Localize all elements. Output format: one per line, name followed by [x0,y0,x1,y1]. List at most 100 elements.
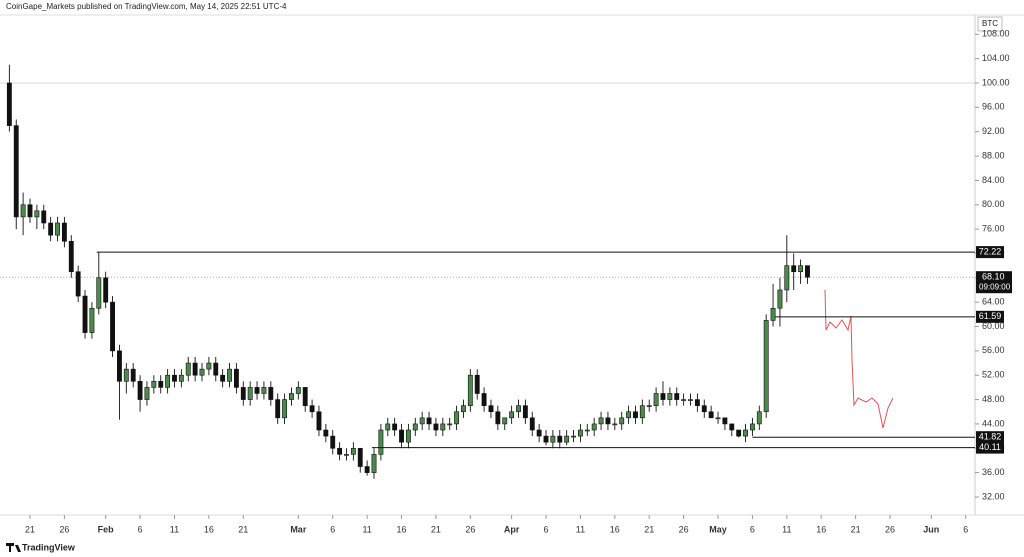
candle-body [364,466,370,473]
x-tick-label: 21 [644,524,654,534]
candle-body [275,399,281,419]
level-label-box [976,246,1004,259]
y-tick-label: 52.00 [982,370,1005,380]
y-tick-label: 100.00 [982,77,1010,87]
x-tick-label: 26 [59,524,69,534]
candle-body [557,435,563,443]
candle-body [461,405,466,413]
candle-body [412,423,418,431]
x-tick-label: 11 [576,524,585,534]
x-tick-label: 16 [610,524,620,534]
candle-body [770,307,776,321]
x-tick-label: Apr [504,524,520,534]
candle-body [502,417,508,425]
candle-body [653,393,659,406]
header: CoinGape_Markets published on TradingVie… [6,2,287,11]
x-tick-label: 6 [750,524,755,534]
candle-body [736,429,742,437]
candle-body [254,387,260,394]
level-label: 61.59 [979,311,1002,321]
candle-body [302,387,308,406]
y-tick-label: 80.00 [982,199,1005,209]
candle-body [151,381,157,388]
x-tick-label: 11 [782,524,791,534]
candle-body [667,393,673,400]
countdown: 09:09:00 [979,282,1011,291]
candle-body [144,387,150,400]
candle-body [591,423,597,431]
candle-body [213,362,219,376]
footer: TradingView [22,542,76,552]
candle-body [639,405,645,419]
candle-body [488,405,494,413]
y-tick-label: 32.00 [982,491,1005,501]
last-price-label: 68.10 [982,272,1005,282]
candle-body [674,393,680,400]
projection-drawing [824,289,894,429]
candle-body [330,435,336,449]
level-label: 40.11 [979,442,1001,452]
candle-body [454,411,460,425]
candle-body [405,429,411,443]
candle-body [350,447,356,455]
candle-body [743,429,748,437]
x-tick-label: 11 [362,524,371,534]
candle-body [426,417,432,425]
candle-body [481,393,487,406]
candle-body [749,423,755,431]
x-tick-label: Mar [290,524,307,534]
level-label-box [976,441,1004,454]
candle-body [509,411,515,419]
candle-body [247,387,253,400]
y-tick-label: 88.00 [982,150,1005,160]
candle-body [220,374,226,382]
candle-body [660,393,666,400]
candle-body [598,417,604,425]
candle-body [763,320,769,413]
candle-body [158,381,164,388]
candle-body [227,368,232,382]
candle-body [82,295,88,333]
candle-body [233,368,239,388]
x-tick-label: 11 [170,524,179,534]
candle-body [440,423,446,431]
candle-body [295,387,301,394]
x-tick-label: May [709,524,727,534]
candle-body [805,265,810,278]
candle-body [688,399,693,401]
y-tick-label: 108.00 [982,29,1010,39]
candle-body [178,374,184,382]
y-tick-label: 104.00 [982,53,1010,63]
candle-body [289,393,294,400]
candle-body [130,368,136,382]
symbol: BTC [982,19,998,28]
candle-body [185,362,191,376]
candle-body [784,265,790,291]
candle-body [612,423,618,426]
level-label-box [976,310,1004,323]
candle-body [392,423,398,431]
y-tick-label: 76.00 [982,223,1005,233]
candle-body [550,435,556,443]
candle-body [192,362,198,376]
candle-body [261,387,267,394]
y-tick-label: 60.00 [982,321,1005,331]
candle-body [123,368,129,382]
y-tick-label: 56.00 [982,345,1005,355]
candle-body [309,405,315,413]
candle-body [729,423,735,431]
candle-body [626,411,632,419]
candle-body [419,417,425,425]
candle-body [433,423,439,431]
candle-body [344,454,349,456]
candle-body [447,423,453,426]
candle-body [117,350,122,382]
candle-body [564,435,570,443]
candle-body [605,417,611,425]
y-tick-label: 64.00 [982,297,1005,307]
candle-body [61,222,67,242]
y-tick-label: 36.00 [982,467,1005,477]
x-tick-label: 6 [330,524,335,534]
candle-body [282,399,287,419]
